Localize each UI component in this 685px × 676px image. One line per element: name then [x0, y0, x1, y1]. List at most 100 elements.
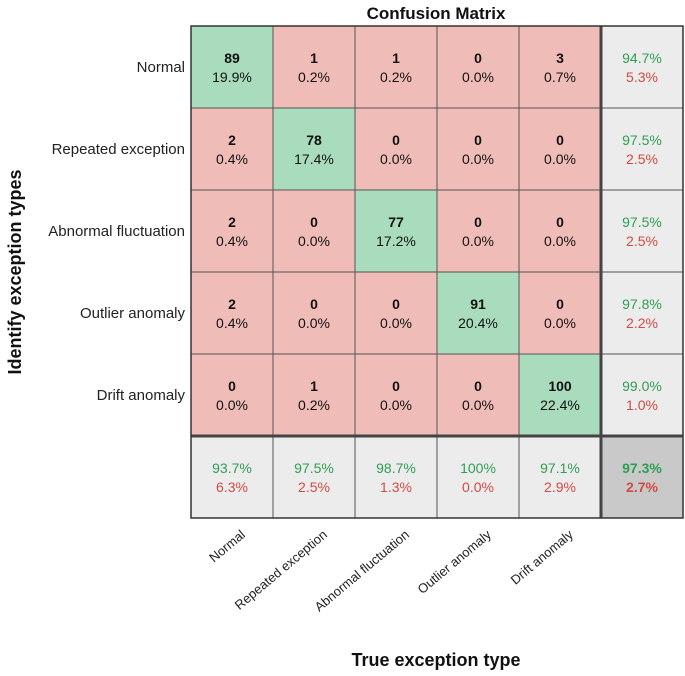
cell-percent: 17.2%: [376, 233, 416, 249]
row-label: Abnormal fluctuation: [48, 223, 185, 240]
cell-count: 0: [474, 378, 482, 394]
row-summary-correct: 97.8%: [622, 296, 662, 312]
cell-percent: 0.2%: [380, 69, 412, 85]
matrix-grid: [190, 25, 684, 519]
cell-percent: 0.2%: [298, 69, 330, 85]
row-summary-correct: 99.0%: [622, 378, 662, 394]
chart-title: Confusion Matrix: [367, 4, 506, 23]
matrix-cell: [519, 354, 601, 436]
matrix-cell: [273, 108, 355, 190]
cell-percent: 0.4%: [216, 315, 248, 331]
matrix-cell: [355, 26, 437, 108]
x-axis-label: True exception type: [351, 650, 520, 670]
column-summary-cell: [273, 436, 355, 518]
column-summary-cell: [437, 436, 519, 518]
column-summary-error: 2.5%: [298, 479, 330, 495]
cell-count: 3: [556, 50, 564, 66]
overall-error: 2.7%: [626, 479, 658, 495]
cell-count: 78: [306, 132, 322, 148]
column-summary-correct: 93.7%: [212, 460, 252, 476]
matrix-cell: [191, 108, 273, 190]
column-summary-correct: 98.7%: [376, 460, 416, 476]
row-label: Normal: [137, 59, 185, 76]
row-summary-correct: 97.5%: [622, 132, 662, 148]
matrix-cell: [355, 272, 437, 354]
matrix-cells: 8919.9%10.2%10.2%00.0%30.7%20.4%7817.4%0…: [191, 26, 683, 518]
cell-percent: 0.7%: [544, 69, 576, 85]
row-summary-cell: [601, 354, 683, 436]
row-summary-cell: [601, 272, 683, 354]
matrix-border: [190, 25, 684, 519]
matrix-cell: [191, 190, 273, 272]
column-summary-error: 6.3%: [216, 479, 248, 495]
cell-percent: 17.4%: [294, 151, 334, 167]
cell-percent: 0.0%: [462, 397, 494, 413]
matrix-cell: [355, 190, 437, 272]
matrix-cell: [191, 354, 273, 436]
cell-count: 89: [224, 50, 240, 66]
row-label: Repeated exception: [52, 141, 185, 158]
row-summary-cell: [601, 190, 683, 272]
cell-count: 0: [556, 214, 564, 230]
cell-percent: 0.0%: [380, 151, 412, 167]
y-axis-label: Identify exception types: [5, 169, 25, 374]
matrix-cell: [519, 108, 601, 190]
cell-count: 0: [228, 378, 236, 394]
cell-percent: 0.0%: [462, 69, 494, 85]
cell-count: 2: [228, 132, 236, 148]
cell-percent: 0.0%: [216, 397, 248, 413]
matrix-cell: [273, 272, 355, 354]
row-label: Outlier anomaly: [80, 305, 186, 322]
cell-count: 1: [310, 50, 318, 66]
row-summary-error: 5.3%: [626, 69, 658, 85]
cell-percent: 20.4%: [458, 315, 498, 331]
cell-percent: 0.0%: [298, 233, 330, 249]
matrix-cell: [191, 272, 273, 354]
column-label: Normal: [206, 527, 248, 565]
matrix-cell: [437, 190, 519, 272]
matrix-cell: [437, 108, 519, 190]
row-summary-correct: 94.7%: [622, 50, 662, 66]
cell-count: 0: [556, 296, 564, 312]
cell-count: 2: [228, 214, 236, 230]
column-summary-correct: 100%: [460, 460, 496, 476]
column-label: Drift anomaly: [508, 526, 577, 587]
row-summary-error: 2.5%: [626, 233, 658, 249]
cell-count: 0: [310, 214, 318, 230]
cell-count: 0: [392, 378, 400, 394]
cell-percent: 0.0%: [380, 315, 412, 331]
row-summary-cell: [601, 108, 683, 190]
column-summary-error: 2.9%: [544, 479, 576, 495]
cell-count: 0: [556, 132, 564, 148]
matrix-cell: [519, 190, 601, 272]
column-summary-correct: 97.1%: [540, 460, 580, 476]
cell-count: 0: [474, 132, 482, 148]
column-summary-cell: [519, 436, 601, 518]
cell-percent: 0.0%: [544, 151, 576, 167]
cell-percent: 19.9%: [212, 69, 252, 85]
matrix-cell: [437, 354, 519, 436]
row-summary-error: 2.2%: [626, 315, 658, 331]
row-labels: Normal Repeated exception Abnormal fluctua…: [48, 59, 185, 404]
column-summary-error: 0.0%: [462, 479, 494, 495]
column-summary-cell: [191, 436, 273, 518]
cell-percent: 0.0%: [544, 233, 576, 249]
matrix-cell: [191, 26, 273, 108]
matrix-cell: [437, 26, 519, 108]
cell-percent: 0.4%: [216, 233, 248, 249]
column-summary-cell: [355, 436, 437, 518]
cell-percent: 0.0%: [462, 233, 494, 249]
row-summary-error: 1.0%: [626, 397, 658, 413]
cell-percent: 0.0%: [298, 315, 330, 331]
cell-count: 77: [388, 214, 404, 230]
matrix-cell: [355, 354, 437, 436]
matrix-cell: [273, 26, 355, 108]
cell-percent: 0.4%: [216, 151, 248, 167]
overall-accuracy-cell: [601, 436, 683, 518]
column-summary-correct: 97.5%: [294, 460, 334, 476]
row-label: Drift anomaly: [97, 387, 186, 404]
row-summary-correct: 97.5%: [622, 214, 662, 230]
cell-percent: 0.0%: [462, 151, 494, 167]
